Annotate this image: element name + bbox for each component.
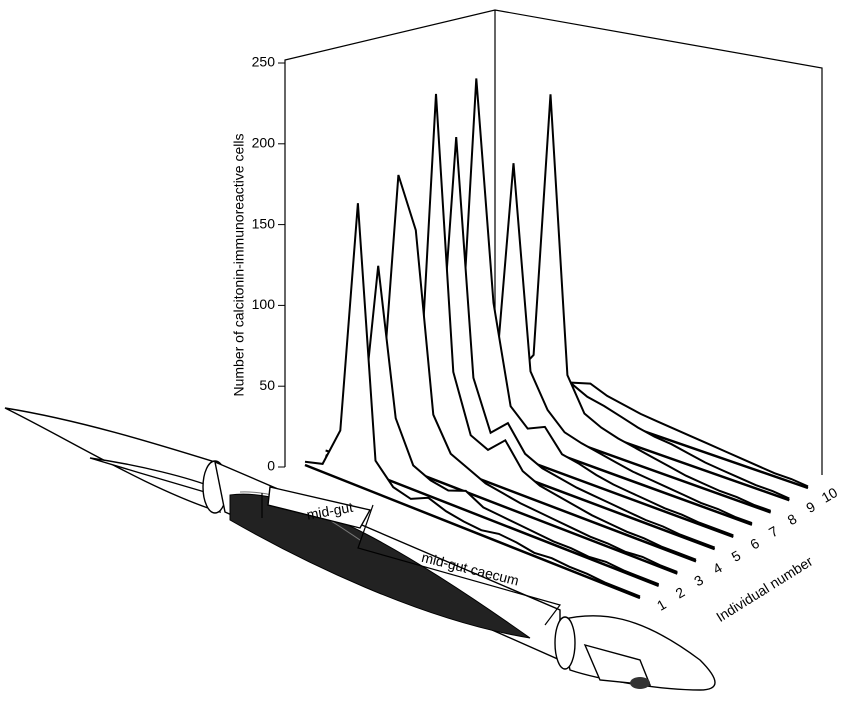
series-line (325, 265, 660, 586)
z-tick-label: 9 (803, 498, 818, 516)
z-tick-label: 6 (747, 535, 762, 553)
gut-illustration (4, 407, 716, 691)
y-axis-label: Number of calcitonin-immunoreactive cell… (231, 134, 247, 397)
y-tick-label: 150 (252, 215, 276, 231)
series-fill (346, 175, 678, 574)
y-tick-label: 0 (267, 458, 275, 474)
y-tick-label: 50 (259, 377, 275, 393)
z-tick-label: 1 (654, 596, 669, 614)
z-tick-label: 8 (785, 510, 800, 528)
z-tick-label: 4 (710, 559, 725, 577)
series-line (304, 203, 641, 598)
series-fill (366, 93, 696, 562)
series-fill (325, 265, 659, 586)
y-tick-label: 250 (252, 54, 276, 70)
z-tick-label: 5 (729, 547, 744, 565)
z-tick-label: 2 (673, 584, 688, 602)
series-fill (407, 78, 734, 537)
z-tick-label: 3 (691, 571, 706, 589)
y-tick-label: 200 (252, 135, 276, 151)
z-tick-label: 10 (819, 484, 841, 506)
z-tick-label: 7 (766, 523, 781, 541)
z-axis-label: Individual number (713, 553, 815, 625)
series-baseline (304, 463, 641, 600)
series-line (346, 174, 678, 573)
y-tick-label: 100 (252, 296, 276, 312)
